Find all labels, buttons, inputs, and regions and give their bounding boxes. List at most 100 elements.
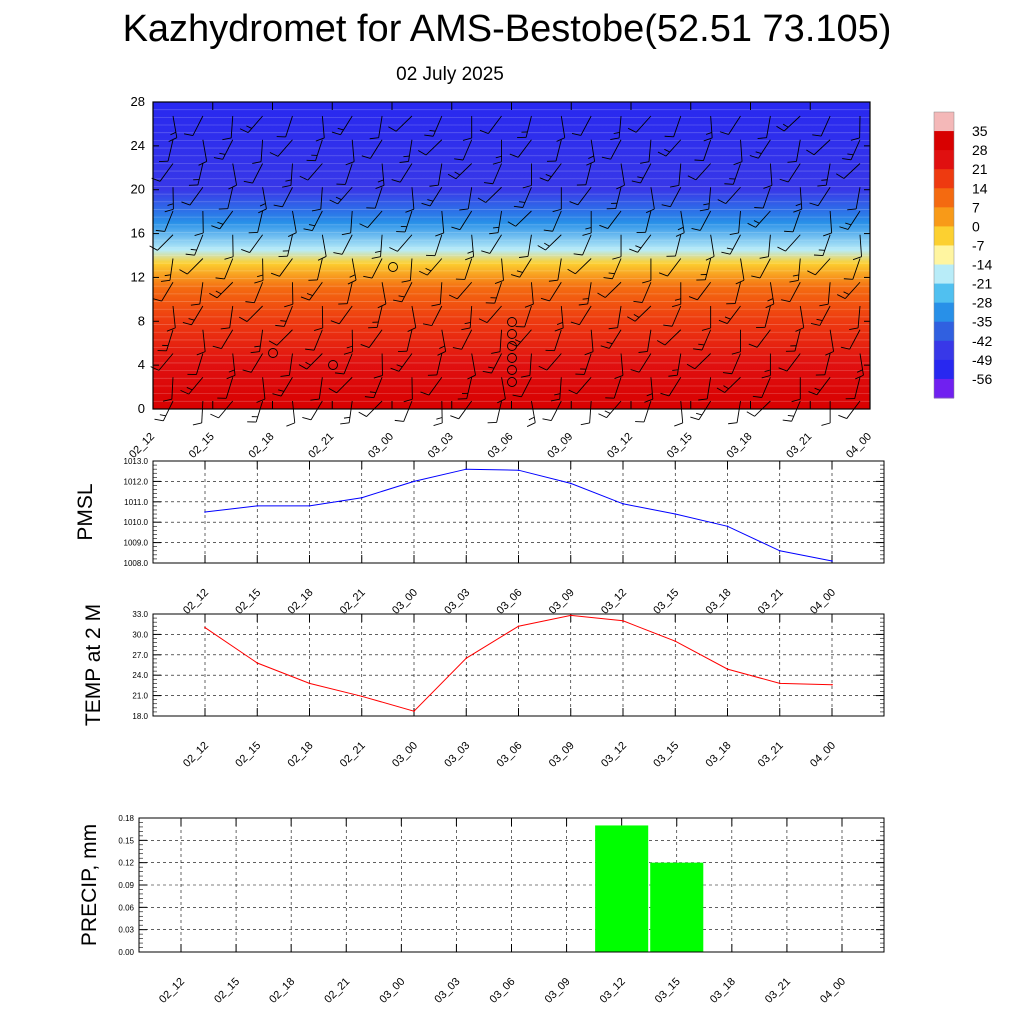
wind-barb-flag xyxy=(782,419,792,422)
wind-barb-flag xyxy=(369,137,379,140)
wind-barb-shaft xyxy=(610,139,622,160)
wind-barb-shaft xyxy=(854,377,861,399)
wind-barb-flag xyxy=(630,369,640,373)
wind-barb-shaft xyxy=(797,258,801,281)
wind-barb-flag xyxy=(459,208,469,211)
wind-barb-flag xyxy=(855,374,864,380)
wind-barb-shaft xyxy=(461,329,473,350)
wind-barb-flag xyxy=(600,345,610,349)
wind-barb-flag xyxy=(674,422,683,427)
colorbar-segment xyxy=(934,131,954,151)
wind-barb-flag xyxy=(220,327,230,330)
x-tick-label: 03_06 xyxy=(495,740,525,770)
wind-barb-shaft xyxy=(612,258,622,279)
wind-barb-flag xyxy=(836,173,845,179)
wind-barb-shaft xyxy=(471,353,476,376)
wind-barb-flag xyxy=(250,351,260,354)
wind-barb-shaft xyxy=(370,139,383,159)
wind-barb-shaft xyxy=(313,329,323,351)
wind-barb-flag xyxy=(245,301,255,304)
wind-barb-flag xyxy=(437,351,446,356)
wind-barb-flag xyxy=(512,394,522,398)
wind-barb-shaft xyxy=(789,282,801,302)
colorbar-label: -28 xyxy=(972,295,992,311)
wind-barb-shaft xyxy=(429,187,443,207)
wind-barb-shaft xyxy=(547,163,562,182)
wind-barb-flag xyxy=(586,161,595,166)
wind-barb-flag xyxy=(358,411,367,417)
wind-barb-flag xyxy=(282,185,292,188)
wind-barb-flag xyxy=(856,369,863,373)
wind-barb-shaft xyxy=(467,187,473,210)
colorbar-segment xyxy=(934,378,954,399)
wind-barb-shaft xyxy=(381,282,387,304)
wind-barb-flag xyxy=(419,270,428,276)
wind-barb-flag xyxy=(337,127,344,131)
wind-barb-flag xyxy=(543,229,553,232)
wind-barb-flag xyxy=(252,161,262,164)
wind-barb-flag xyxy=(343,351,353,355)
wind-barb-flag xyxy=(660,392,670,397)
wind-barb-flag xyxy=(182,322,192,326)
wind-barb-flag xyxy=(724,183,734,185)
y-tick-label: 24 xyxy=(131,138,145,153)
wind-barb-flag xyxy=(333,252,343,255)
wind-barb-flag xyxy=(637,176,644,179)
data-point xyxy=(778,682,781,685)
wind-barb-flag xyxy=(209,292,218,299)
wind-barb-flag xyxy=(436,417,443,420)
wind-barb-flag xyxy=(467,250,474,254)
y-tick-label: 4 xyxy=(138,357,145,372)
wind-barb-flag xyxy=(764,369,771,373)
wind-barb-flag xyxy=(765,303,775,309)
wind-barb-shaft xyxy=(395,115,413,132)
wind-barb-flag xyxy=(663,324,673,327)
wind-barb-flag xyxy=(429,184,439,187)
wind-barb-shaft xyxy=(725,186,741,204)
x-tick-label: 03_03 xyxy=(426,431,456,461)
wind-barb-shaft xyxy=(166,329,174,351)
wind-barb-shaft xyxy=(732,163,741,185)
wind-barb-shaft xyxy=(546,353,562,371)
wind-barb-shaft xyxy=(708,187,712,210)
wind-barb-shaft xyxy=(260,139,264,162)
wind-barb-shaft xyxy=(650,187,655,210)
x-tick-label: 03_18 xyxy=(708,976,738,1006)
precip-bar xyxy=(650,862,704,952)
wind-barb-flag xyxy=(343,416,350,419)
wind-barb-flag xyxy=(448,294,458,300)
y-axis-label: TEMP at 2 M xyxy=(82,604,105,726)
calm-wind-circle xyxy=(507,329,517,339)
wind-barb-flag xyxy=(308,224,315,227)
wind-barb-shaft xyxy=(287,234,293,257)
wind-barb-flag xyxy=(345,161,355,166)
data-point xyxy=(517,469,520,471)
wind-barb-shaft xyxy=(374,187,383,209)
wind-barb-shaft xyxy=(315,139,323,161)
wind-barbs xyxy=(149,115,864,427)
wind-barb-shaft xyxy=(859,234,862,257)
wind-barb-flag xyxy=(450,415,459,420)
wind-barb-shaft xyxy=(766,115,771,138)
x-tick-label: 03_12 xyxy=(599,587,629,617)
data-point xyxy=(308,682,311,685)
wind-barb-shaft xyxy=(496,400,503,423)
y-tick-label: 24.0 xyxy=(132,671,148,680)
wind-barb-shaft xyxy=(280,377,293,397)
wind-barb-flag xyxy=(185,253,195,256)
wind-barb-flag xyxy=(825,351,834,356)
wind-barb-shaft xyxy=(515,210,532,227)
wind-barb-flag xyxy=(398,295,405,298)
y-tick-label: 0.03 xyxy=(118,926,134,935)
wind-barb-flag xyxy=(154,418,164,422)
wind-barb-shaft xyxy=(665,139,682,157)
wind-barb-shaft xyxy=(343,353,353,375)
wind-barb-flag xyxy=(519,256,529,258)
wind-barb-shaft xyxy=(262,187,267,209)
wind-barb-flag xyxy=(759,256,769,259)
wind-barb-flag xyxy=(335,196,342,201)
wind-barb-flag xyxy=(424,134,434,137)
wind-barb-flag xyxy=(364,396,374,399)
wind-barb-shaft xyxy=(230,115,234,138)
wind-barb-shaft xyxy=(529,353,532,376)
